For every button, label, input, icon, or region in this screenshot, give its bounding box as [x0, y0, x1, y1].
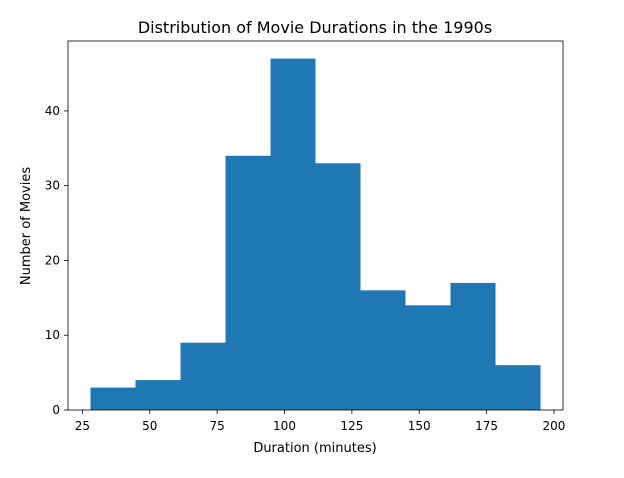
- histogram-bar-4: [270, 58, 316, 410]
- histogram-bar-1: [135, 380, 181, 410]
- x-tick-label-2: 75: [210, 419, 225, 433]
- histogram-bar-9: [495, 365, 541, 410]
- x-tick-label-3: 100: [273, 419, 296, 433]
- y-tick-label-0: 0: [52, 403, 60, 417]
- y-axis-label: Number of Movies: [19, 167, 34, 285]
- y-tick-label-1: 10: [45, 328, 60, 342]
- axes-layer: 25 50 75 100 125 150 175 200 0 10 20 30 40: [45, 40, 566, 433]
- x-tick-label-7: 200: [543, 419, 566, 433]
- histogram-bar-2: [180, 342, 226, 410]
- histogram-bar-7: [405, 305, 451, 410]
- histogram-bar-0: [90, 387, 136, 410]
- x-axis-label: Duration (minutes): [253, 441, 376, 456]
- x-tick-label-5: 150: [408, 419, 431, 433]
- histogram-bar-6: [360, 290, 406, 410]
- y-tick-label-4: 40: [45, 104, 60, 118]
- x-tick-label-0: 25: [75, 419, 90, 433]
- histogram-bar-3: [225, 155, 271, 410]
- y-tick-label-3: 30: [45, 179, 60, 193]
- x-tick-label-1: 50: [142, 419, 157, 433]
- chart-title: Distribution of Movie Durations in the 1…: [138, 18, 492, 37]
- plot-frame: [67, 40, 564, 411]
- histogram-bar-8: [450, 282, 496, 410]
- x-tick-label-4: 125: [340, 419, 363, 433]
- histogram-bar-5: [315, 163, 361, 410]
- y-tick-label-2: 20: [45, 253, 60, 267]
- bars-layer: [90, 58, 541, 410]
- x-tick-label-6: 175: [475, 419, 498, 433]
